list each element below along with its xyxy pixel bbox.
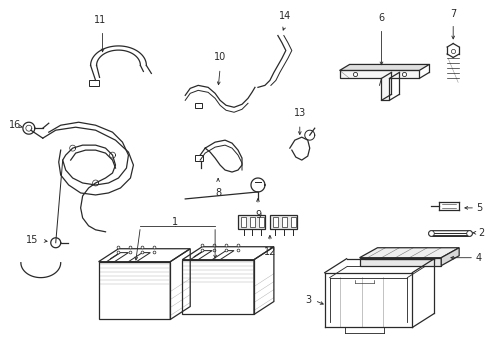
Polygon shape [339,64,428,71]
Bar [269,215,296,229]
Text: 5: 5 [475,203,481,213]
Text: 7: 7 [449,9,455,19]
Text: 1: 1 [172,217,178,227]
Bar [290,217,295,227]
Bar [195,155,203,161]
Text: 12: 12 [263,247,276,257]
Polygon shape [440,248,458,266]
Text: 8: 8 [215,188,221,198]
Text: 15: 15 [26,235,38,245]
Bar [272,217,277,227]
Text: 13: 13 [293,108,305,118]
Text: 2: 2 [477,228,483,238]
Text: 10: 10 [214,53,226,62]
Bar [238,215,264,229]
Text: 14: 14 [278,10,290,21]
Bar [281,217,286,227]
Polygon shape [339,71,419,100]
Bar [88,80,99,86]
Text: 16: 16 [9,120,21,130]
Text: 9: 9 [254,210,261,220]
Bar [259,217,264,227]
Bar [249,217,254,227]
Text: 11: 11 [94,15,106,24]
Bar [241,217,245,227]
Polygon shape [359,248,458,258]
Text: 6: 6 [378,13,384,23]
Polygon shape [359,258,440,266]
Text: 4: 4 [474,253,480,263]
Bar [195,103,202,108]
Text: 3: 3 [305,294,311,305]
